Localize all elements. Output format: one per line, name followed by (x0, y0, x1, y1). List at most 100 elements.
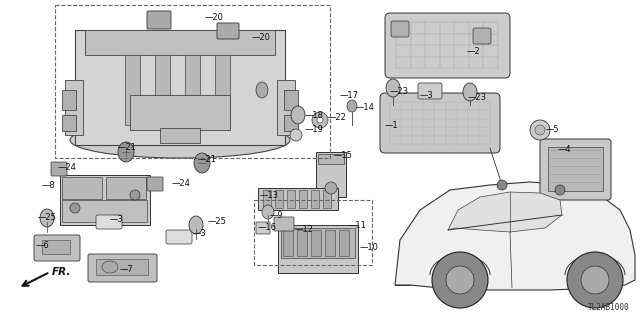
FancyBboxPatch shape (166, 230, 192, 244)
Bar (284, 90, 298, 110)
Bar (62, 200, 147, 222)
Bar (339, 230, 349, 256)
Bar (287, 190, 295, 208)
FancyBboxPatch shape (217, 23, 239, 39)
Text: —22: —22 (328, 114, 347, 123)
Bar (160, 128, 200, 143)
Text: —21: —21 (118, 143, 137, 153)
Ellipse shape (567, 252, 623, 308)
FancyBboxPatch shape (274, 217, 294, 231)
Ellipse shape (262, 205, 274, 219)
Bar (155, 55, 170, 125)
Text: —18: —18 (305, 110, 324, 119)
Bar (275, 190, 283, 208)
Bar (299, 190, 307, 208)
Text: —23: —23 (390, 87, 409, 97)
Ellipse shape (347, 100, 357, 112)
Ellipse shape (118, 142, 134, 162)
FancyBboxPatch shape (51, 162, 67, 176)
FancyBboxPatch shape (540, 139, 611, 200)
Text: —1: —1 (385, 121, 399, 130)
Text: —16: —16 (258, 223, 277, 233)
Text: —6: —6 (36, 241, 50, 250)
Ellipse shape (497, 180, 507, 190)
Bar (278, 225, 358, 273)
Ellipse shape (194, 153, 210, 173)
FancyBboxPatch shape (96, 215, 122, 229)
Bar (258, 188, 338, 210)
Text: —25: —25 (38, 213, 57, 222)
Text: —8: —8 (42, 180, 56, 189)
Ellipse shape (535, 125, 545, 135)
Bar (316, 152, 346, 197)
Ellipse shape (256, 82, 268, 98)
Bar (548, 147, 603, 191)
Text: —15: —15 (334, 150, 353, 159)
Ellipse shape (325, 182, 337, 194)
Text: FR.: FR. (52, 267, 72, 277)
Text: —9: —9 (270, 211, 284, 220)
FancyBboxPatch shape (34, 235, 80, 261)
Bar (254, 200, 372, 265)
Bar (65, 80, 83, 135)
FancyBboxPatch shape (88, 254, 157, 282)
FancyBboxPatch shape (418, 83, 442, 99)
Bar (323, 190, 331, 208)
Ellipse shape (130, 190, 140, 200)
Bar (42, 240, 70, 254)
Text: —19: —19 (305, 125, 324, 134)
Ellipse shape (312, 112, 328, 128)
Bar (185, 55, 200, 125)
Text: —4: —4 (558, 146, 572, 155)
Text: —25: —25 (208, 218, 227, 227)
Text: —13: —13 (260, 190, 279, 199)
Ellipse shape (189, 216, 203, 234)
Bar (318, 154, 344, 164)
FancyBboxPatch shape (473, 28, 491, 44)
Bar (60, 175, 150, 225)
Text: —3: —3 (193, 228, 207, 237)
Ellipse shape (386, 79, 400, 97)
Bar (311, 230, 321, 256)
Text: —24: —24 (58, 164, 77, 172)
Ellipse shape (581, 266, 609, 294)
Bar (263, 190, 271, 208)
Bar (325, 230, 335, 256)
Ellipse shape (291, 106, 305, 124)
Bar (62, 90, 76, 110)
Bar (130, 95, 230, 130)
Text: —14: —14 (356, 103, 375, 113)
Bar (277, 80, 295, 135)
Ellipse shape (432, 252, 488, 308)
FancyBboxPatch shape (147, 177, 163, 191)
Text: —11: —11 (348, 220, 367, 229)
FancyBboxPatch shape (147, 11, 171, 29)
Text: —20: —20 (205, 13, 224, 22)
Text: TL2AB1000: TL2AB1000 (588, 303, 630, 312)
Text: —12: —12 (295, 226, 314, 235)
Ellipse shape (463, 83, 477, 101)
Text: —24: —24 (172, 179, 191, 188)
Text: —5: —5 (546, 125, 559, 134)
Bar (62, 115, 76, 131)
Ellipse shape (530, 120, 550, 140)
Ellipse shape (317, 117, 323, 123)
Bar (297, 230, 307, 256)
Text: —7: —7 (120, 266, 134, 275)
Text: —2: —2 (467, 47, 481, 57)
Bar (311, 190, 319, 208)
Ellipse shape (70, 203, 80, 213)
Text: —3: —3 (110, 215, 124, 225)
Polygon shape (395, 182, 635, 290)
Bar (55, 5, 330, 158)
Ellipse shape (446, 266, 474, 294)
FancyBboxPatch shape (391, 21, 409, 37)
Bar (85, 30, 275, 55)
Text: —20: —20 (252, 34, 271, 43)
FancyBboxPatch shape (256, 222, 270, 234)
Text: —3: —3 (420, 91, 434, 100)
Ellipse shape (102, 261, 118, 273)
Text: —23: —23 (468, 93, 487, 102)
Polygon shape (448, 192, 562, 232)
Bar (283, 230, 293, 256)
